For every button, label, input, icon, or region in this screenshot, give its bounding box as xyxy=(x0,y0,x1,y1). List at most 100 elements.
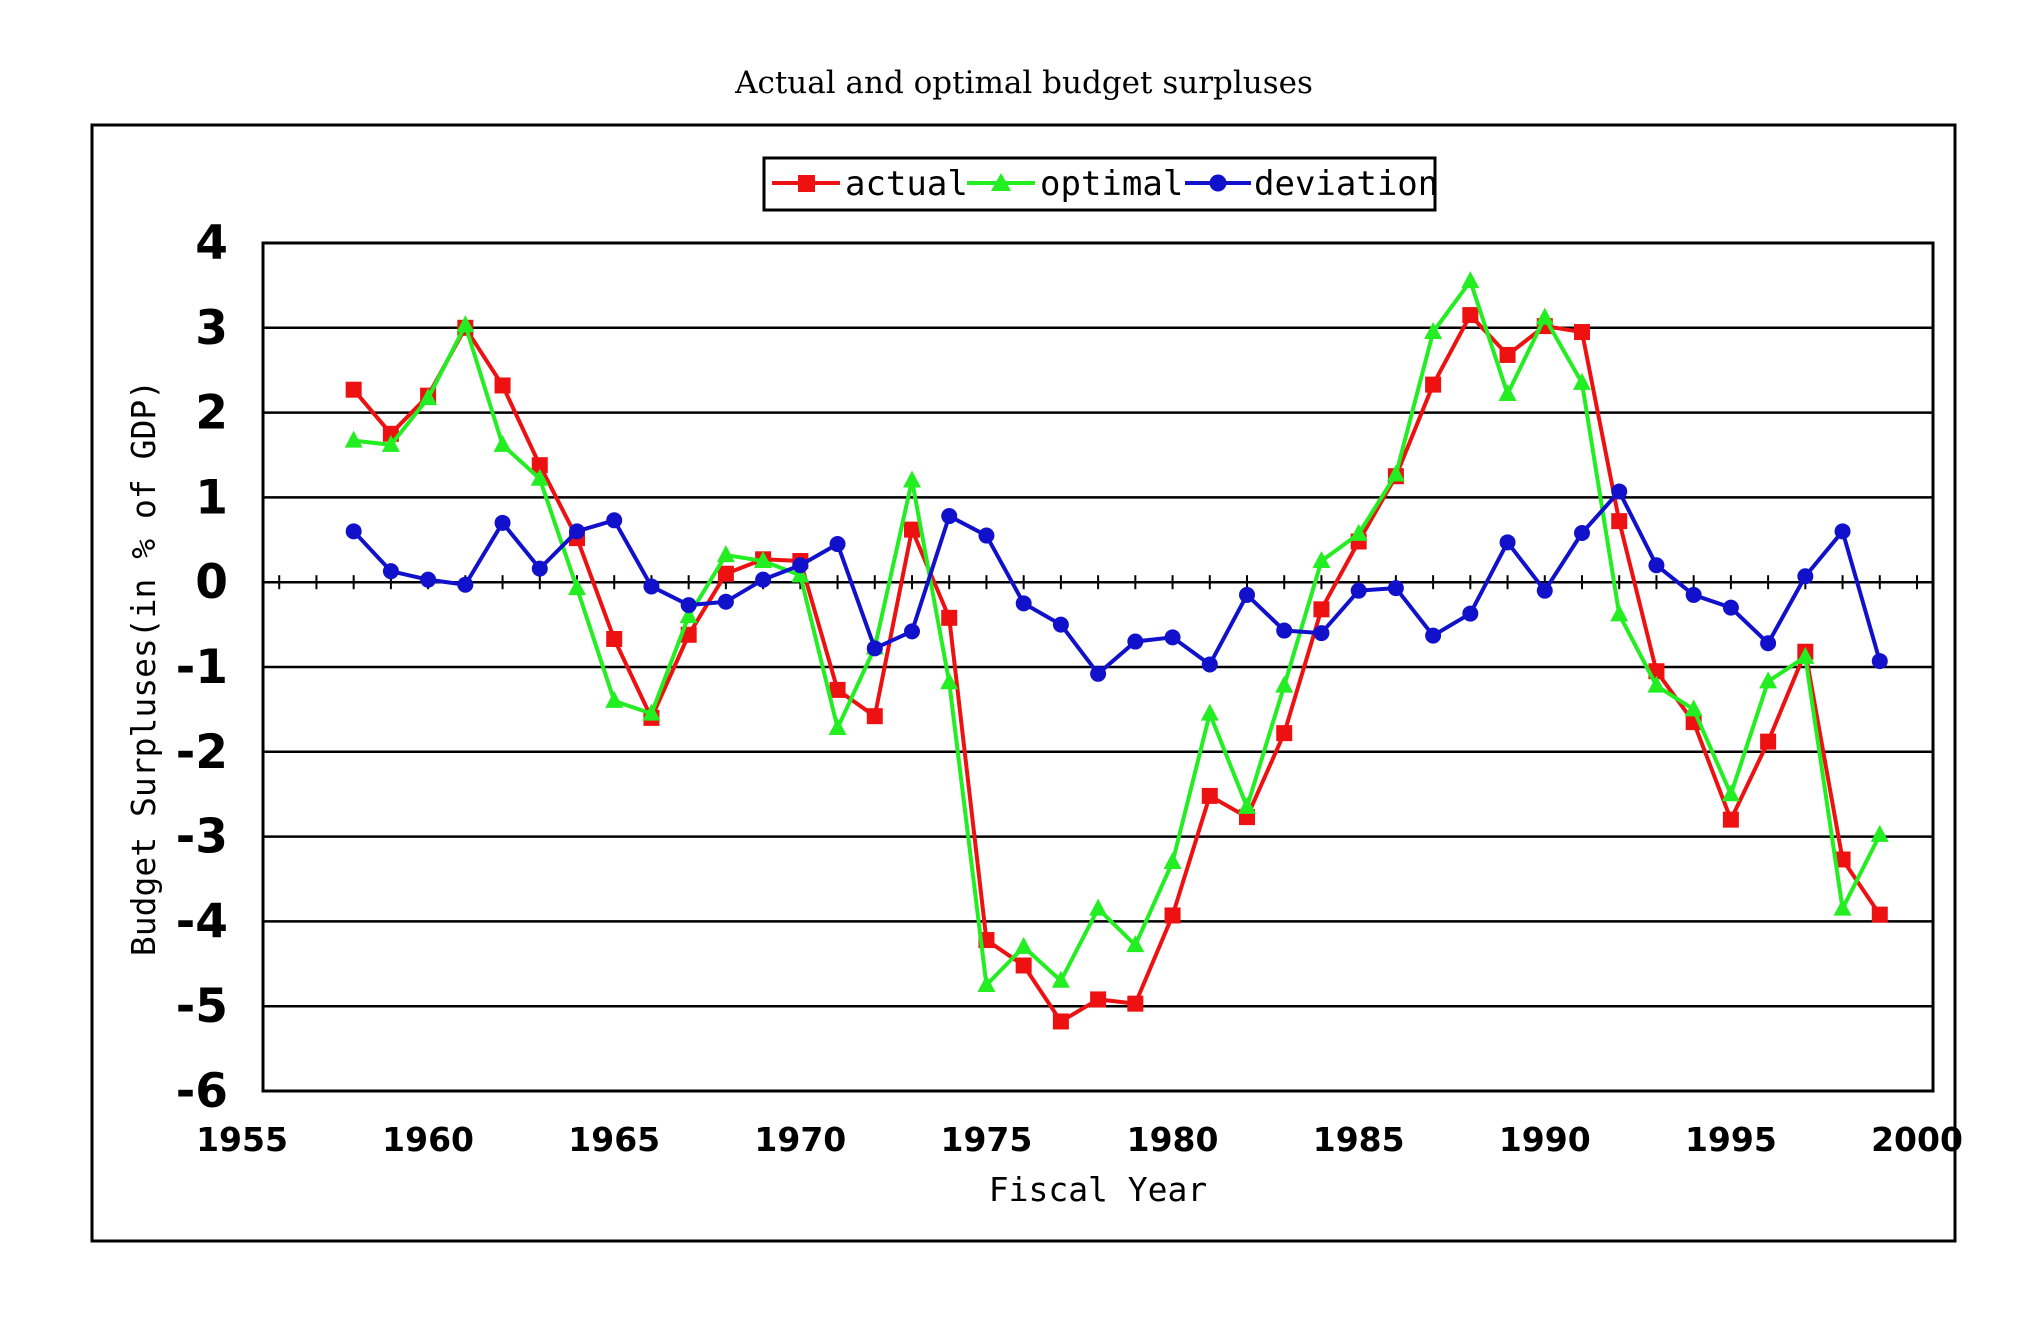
point-optimal xyxy=(716,545,735,563)
point-actual xyxy=(1462,307,1479,324)
point-deviation xyxy=(1834,523,1851,540)
point-deviation xyxy=(1015,595,1032,612)
point-deviation xyxy=(792,557,809,574)
point-optimal xyxy=(1275,675,1294,693)
point-optimal xyxy=(1833,898,1852,916)
chart-frame xyxy=(90,123,1957,1243)
x-axis-title: Fiscal Year xyxy=(989,1170,1208,1209)
point-deviation xyxy=(1164,629,1181,646)
y-tick-label: -1 xyxy=(176,640,228,695)
y-tick-label: 1 xyxy=(195,470,228,525)
point-actual xyxy=(606,631,623,648)
point-optimal xyxy=(1386,464,1405,482)
series-line-optimal xyxy=(353,279,1882,987)
point-optimal xyxy=(1163,852,1182,870)
point-actual xyxy=(1722,811,1739,828)
point-deviation xyxy=(1425,627,1442,644)
y-axis-title: Budget Surpluses(in % of GDP) xyxy=(124,380,163,956)
point-deviation xyxy=(1201,656,1218,673)
y-tick-label: 4 xyxy=(195,216,228,271)
y-tick-label: -6 xyxy=(176,1064,228,1119)
point-actual xyxy=(1834,851,1851,868)
point-optimal xyxy=(1721,784,1740,802)
point-deviation xyxy=(1090,665,1107,682)
point-optimal xyxy=(1535,307,1554,325)
point-optimal xyxy=(381,434,400,452)
point-deviation xyxy=(531,560,548,577)
x-tick-label: 1990 xyxy=(1499,1120,1591,1159)
x-tick-label: 1980 xyxy=(1127,1120,1219,1159)
point-deviation xyxy=(755,571,772,588)
point-optimal xyxy=(1238,796,1256,814)
point-optimal xyxy=(1089,898,1108,916)
point-optimal xyxy=(791,565,810,583)
point-actual xyxy=(1201,787,1218,804)
point-deviation xyxy=(494,514,511,531)
point-actual xyxy=(1127,995,1144,1012)
point-deviation xyxy=(643,578,660,595)
point-actual xyxy=(941,609,958,626)
point-optimal xyxy=(1647,675,1666,693)
point-optimal xyxy=(1498,383,1517,401)
point-actual xyxy=(1499,346,1516,363)
y-tick-label: 0 xyxy=(195,555,228,610)
point-actual xyxy=(1871,906,1888,923)
point-deviation xyxy=(1648,557,1665,574)
point-optimal xyxy=(605,690,624,708)
point-actual xyxy=(1760,733,1777,750)
point-actual xyxy=(1425,376,1442,393)
point-deviation xyxy=(1239,586,1255,603)
series-deviation xyxy=(345,483,1888,682)
legend-label-actual: actual xyxy=(845,164,968,204)
point-optimal xyxy=(1126,935,1145,953)
x-axis: 1955 1960 1965 1970 1975 1980 1985 1990 1995 2000 xyxy=(196,575,1963,1159)
point-deviation xyxy=(1871,653,1888,670)
point-optimal xyxy=(940,672,959,690)
legend-item-optimal: optimal xyxy=(967,164,1183,204)
legend-box xyxy=(762,156,1437,212)
point-deviation xyxy=(1276,622,1293,639)
point-actual xyxy=(1164,907,1181,924)
point-optimal xyxy=(1573,372,1591,390)
point-optimal xyxy=(679,606,698,624)
point-optimal xyxy=(568,578,586,596)
point-optimal xyxy=(1759,671,1778,689)
y-tick-label: -4 xyxy=(176,894,228,949)
point-deviation xyxy=(1574,525,1590,542)
x-tick-label: 1995 xyxy=(1685,1120,1777,1159)
point-optimal xyxy=(1796,646,1815,664)
point-actual xyxy=(494,377,511,394)
point-deviation xyxy=(904,623,920,640)
point-actual xyxy=(1090,991,1107,1008)
point-actual xyxy=(531,457,548,474)
series-layer xyxy=(344,271,1889,1030)
point-deviation xyxy=(457,576,474,593)
point-deviation xyxy=(382,563,399,580)
point-optimal xyxy=(1461,271,1480,289)
y-axis: 4 3 2 1 0 -1 -2 -3 -4 -5 -6 xyxy=(176,216,228,1119)
y-tick-label: -3 xyxy=(176,810,228,865)
point-actual xyxy=(1015,957,1032,974)
point-deviation xyxy=(1760,635,1777,652)
point-optimal xyxy=(828,718,847,736)
point-deviation xyxy=(717,593,734,610)
point-actual xyxy=(1052,1013,1069,1030)
point-optimal xyxy=(1610,604,1629,622)
point-actual xyxy=(904,521,920,538)
point-deviation xyxy=(1536,582,1553,599)
point-deviation xyxy=(1127,633,1144,650)
point-optimal xyxy=(903,470,921,488)
point-optimal xyxy=(456,315,475,333)
point-deviation xyxy=(1350,582,1367,599)
point-optimal xyxy=(1014,936,1033,954)
point-optimal xyxy=(1312,551,1331,568)
point-optimal xyxy=(1051,970,1070,988)
point-optimal xyxy=(344,430,363,448)
point-deviation xyxy=(978,527,995,544)
y-tick-label: -2 xyxy=(176,725,228,780)
point-deviation xyxy=(829,536,846,553)
point-actual xyxy=(1276,725,1293,742)
point-deviation xyxy=(866,640,883,657)
point-deviation xyxy=(569,523,585,540)
legend-item-actual: actual xyxy=(772,164,968,204)
